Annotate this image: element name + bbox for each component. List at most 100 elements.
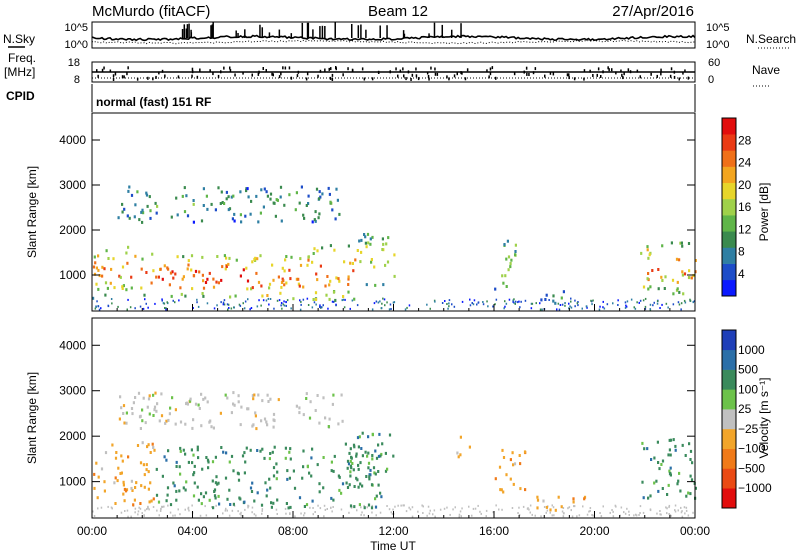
data-cell [146,445,149,449]
speckle-cell [285,304,287,307]
data-cell [155,467,158,471]
speckle-cell [528,508,530,511]
speckle-cell [317,504,319,507]
data-cell [131,489,134,492]
data-cell [656,440,659,444]
data-cell [176,213,179,217]
data-cell [167,418,170,422]
speckle-cell [239,304,242,307]
speckle-cell [223,299,226,302]
freq-mark [682,71,684,75]
speckle-cell [659,307,661,309]
nsearch-label: N.Search [746,32,796,46]
speckle-cell [97,305,100,308]
freq-label-1: Freq. [8,51,36,65]
data-cell [302,285,305,289]
speckle-cell [275,508,278,511]
data-cell [237,400,240,404]
data-cell [251,394,254,398]
y-tick-label: 2000 [59,429,86,443]
data-cell [317,216,320,220]
speckle-cell [333,300,335,303]
speckle-cell [256,305,259,308]
speckle-cell [514,302,516,305]
speckle-cell [633,306,635,309]
data-cell [139,414,142,418]
data-cell [507,255,511,259]
freq-mark [282,66,284,70]
data-cell [266,393,269,397]
data-cell [667,453,670,457]
speckle-cell [141,512,143,515]
data-cell [215,280,218,284]
speckle-cell [626,507,628,510]
data-cell [646,248,649,252]
data-cell [169,406,172,410]
data-cell [251,260,254,264]
data-cell [338,279,341,283]
data-cell [514,253,517,257]
freq-mark [466,68,469,72]
data-cell [360,447,363,450]
speckle-cell [281,307,283,310]
data-cell [145,271,148,274]
data-cell [172,481,175,485]
data-cell [332,393,335,397]
speckle-cell [652,304,654,307]
speckle-cell [386,505,388,507]
speckle-cell [417,510,419,513]
y-tick-label: 2000 [59,223,86,237]
data-cell [97,254,100,258]
speckle-cell [461,300,464,303]
data-cell [95,461,98,465]
data-cell [133,215,136,219]
data-cell [352,269,355,273]
data-cell [272,466,276,470]
data-cell [165,499,168,503]
data-cell [281,277,284,281]
speckle-cell [513,301,515,304]
freq-mark [415,67,417,71]
data-cell [197,498,200,502]
data-cell [306,263,309,267]
data-cell [184,452,187,456]
data-cell [189,399,192,403]
data-cell [234,294,237,298]
data-cell [153,448,156,452]
data-cell [347,283,350,286]
data-cell [175,460,178,464]
speckle-cell [327,307,329,310]
speckle-cell [429,307,431,310]
data-cell [369,242,372,246]
data-cell [192,494,196,498]
speckle-cell [222,512,224,515]
speckle-cell [469,304,472,307]
data-cell [365,283,368,287]
speckle-cell [179,513,181,516]
speckle-cell [668,504,671,507]
freq-mark [112,78,115,81]
data-cell [311,499,314,503]
freq-mark [453,74,456,78]
speckle-cell [391,512,394,515]
data-cell [286,477,289,481]
data-cell [367,435,370,439]
data-cell [114,476,117,480]
speckle-cell [227,308,229,311]
speckle-cell [474,507,477,510]
speckle-cell [612,515,615,518]
data-cell [146,405,149,409]
data-cell [347,244,350,248]
data-cell [297,282,300,286]
speckle-cell [166,301,168,304]
x-tick-label: 00:00 [680,524,710,538]
speckle-cell [623,511,625,514]
speckle-cell [205,514,208,517]
speckle-cell [649,308,651,311]
data-cell [549,508,552,512]
speckle-cell [635,513,637,516]
speckle-cell [249,308,251,311]
data-cell [180,292,183,296]
speckle-cell [172,299,174,302]
speckle-cell [110,298,113,300]
